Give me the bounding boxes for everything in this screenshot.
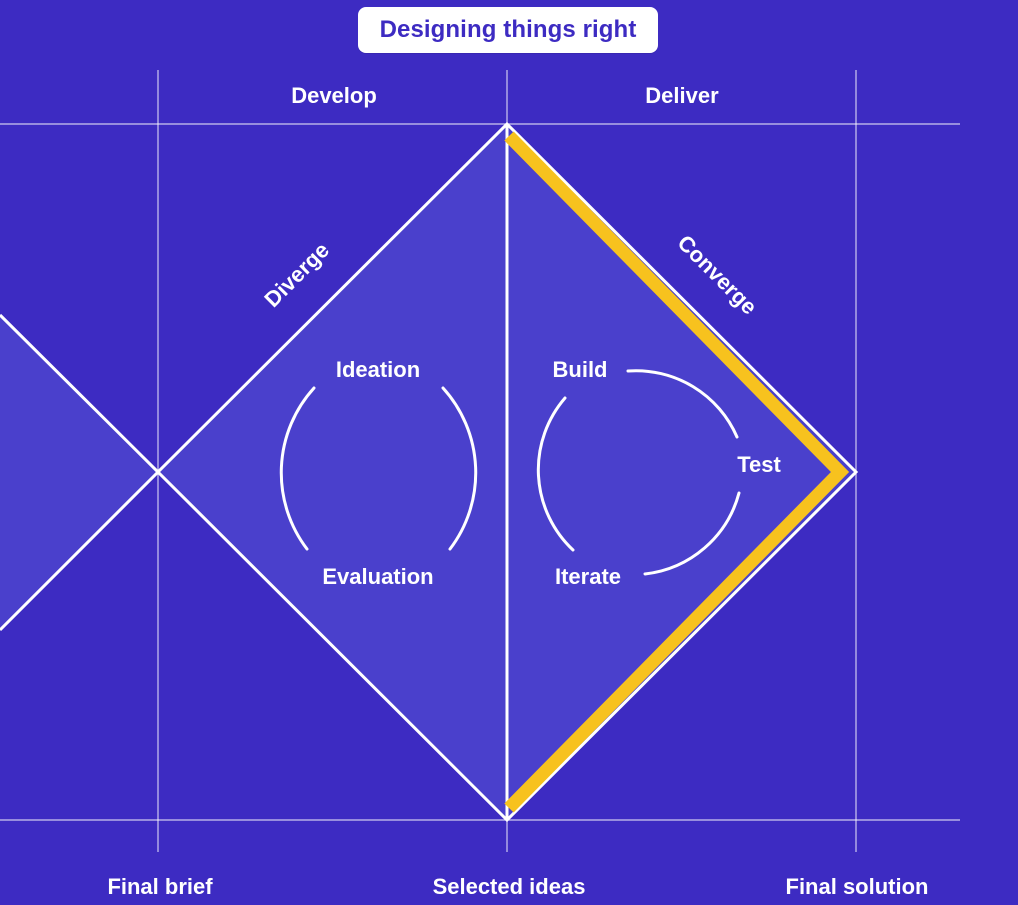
milestone-final-brief: Final brief: [107, 874, 213, 899]
diagram-title: Designing things right: [379, 16, 637, 43]
evaluation-label: Evaluation: [322, 564, 433, 589]
iterate-label: Iterate: [555, 564, 621, 589]
build-to-test-arc: [626, 369, 739, 439]
phase-label-develop: Develop: [291, 83, 377, 108]
previous-diamond-fill: [0, 315, 158, 630]
diverge-label: Diverge: [259, 237, 334, 312]
iterate-to-build-arc: [536, 396, 575, 552]
converge-highlight-edge: [504, 131, 850, 813]
phase-label-deliver: Deliver: [645, 83, 719, 108]
test-to-iterate-arc: [643, 491, 741, 576]
test-label: Test: [737, 452, 781, 477]
milestone-final-solution: Final solution: [786, 874, 929, 899]
milestone-selected-ideas: Selected ideas: [433, 874, 586, 899]
ideation-label: Ideation: [336, 357, 420, 382]
diagram-title-pill: Designing things right: [358, 7, 658, 53]
ideation-cycle-right-arc: [441, 386, 478, 551]
build-label: Build: [553, 357, 608, 382]
ideation-cycle-left-arc: [279, 386, 316, 551]
